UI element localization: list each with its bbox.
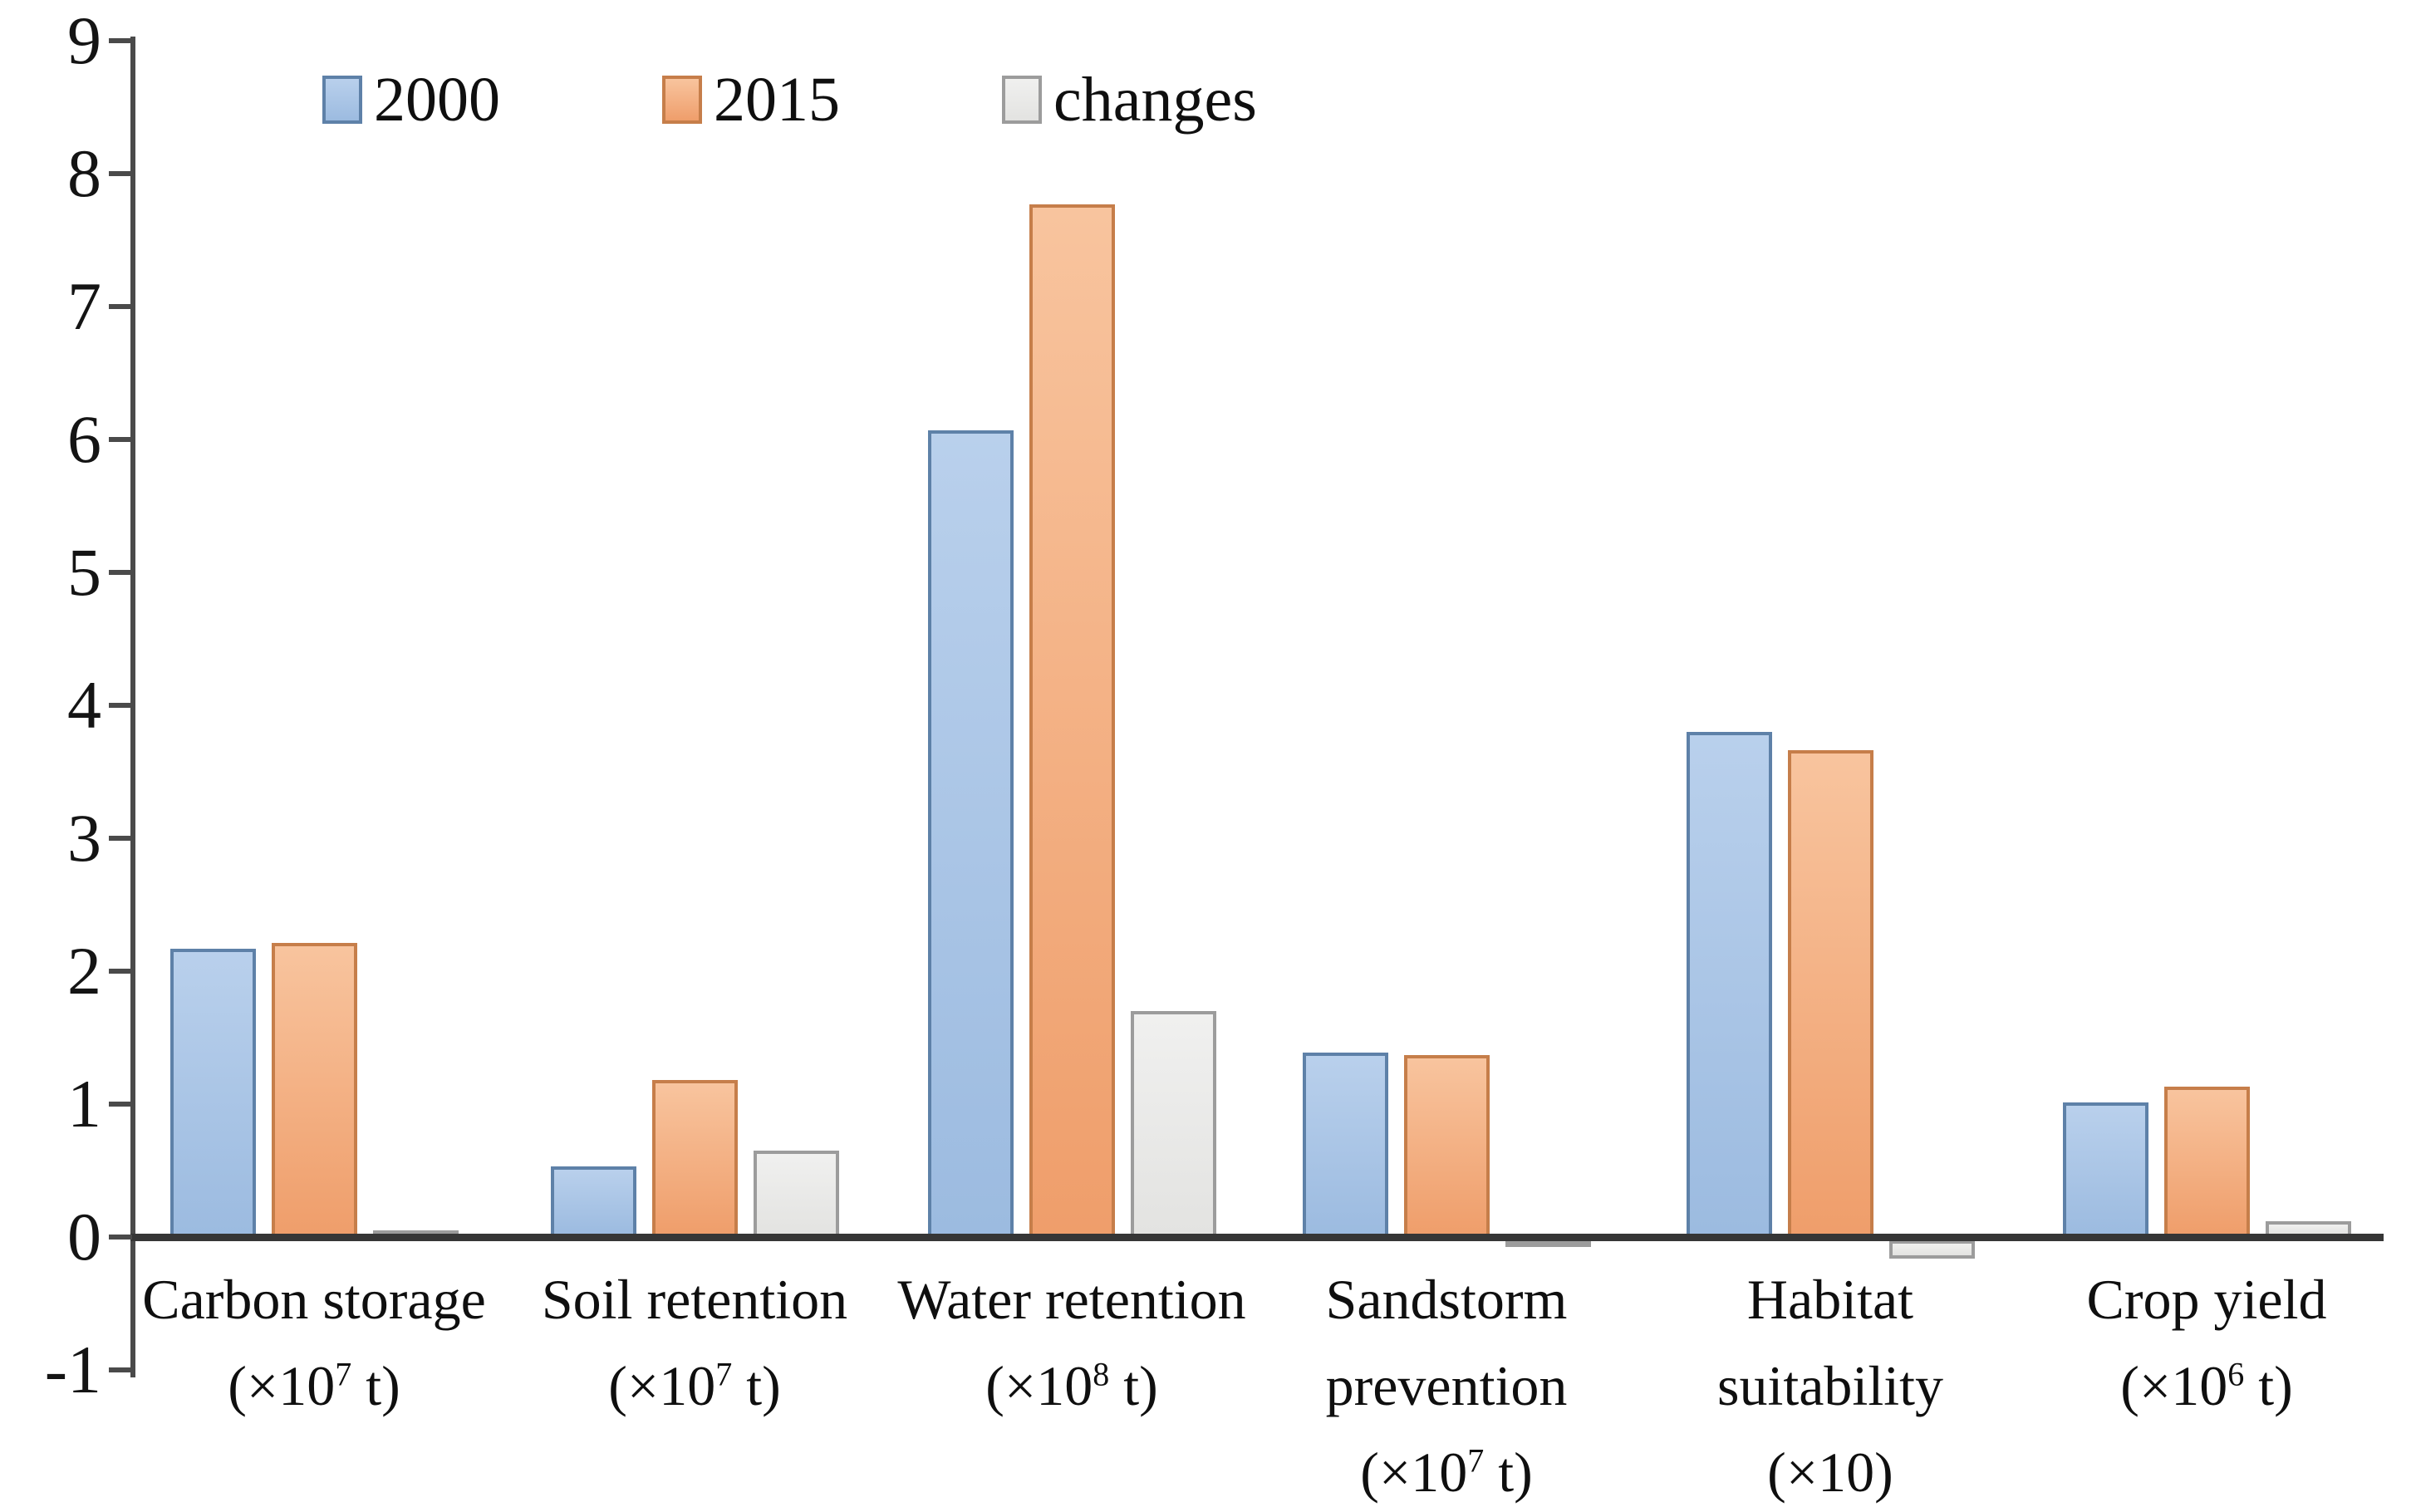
y-tick-label-9: 9 (67, 2, 101, 78)
y-tick-label-0: 0 (67, 1199, 101, 1274)
legend-swatch-2000 (322, 76, 362, 124)
bar-2000-category-0 (170, 948, 256, 1237)
y-tick--1 (109, 1367, 132, 1372)
y-tick-label-7: 7 (67, 268, 101, 344)
category-label-5: Crop yield (×106 t) (2086, 1268, 2327, 1417)
y-tick-7 (109, 304, 132, 309)
bar-changes-category-1 (754, 1151, 839, 1237)
bar-changes-category-4 (1889, 1240, 1975, 1259)
bar-2015-category-4 (1788, 750, 1873, 1237)
y-axis-line (130, 37, 135, 1377)
bar-2015-category-5 (2164, 1087, 2250, 1237)
bar-2000-category-4 (1687, 732, 1772, 1237)
y-tick-6 (109, 437, 132, 442)
y-tick-0 (109, 1235, 132, 1240)
x-axis-line (130, 1234, 2384, 1241)
legend-label-2015: 2015 (714, 65, 840, 135)
category-label-4: Habitat suitability (×10) (1717, 1268, 1943, 1504)
y-tick-label-3: 3 (67, 800, 101, 876)
y-tick-1 (109, 1102, 132, 1107)
bar-changes-category-2 (1131, 1011, 1216, 1237)
chart-legend: 2000 2015 changes (322, 68, 1257, 131)
category-label-1: Soil retention (×107 t) (541, 1268, 848, 1417)
y-tick-2 (109, 969, 132, 974)
y-tick-label-2: 2 (67, 933, 101, 1009)
y-tick-4 (109, 703, 132, 708)
legend-item-2015: 2015 (662, 68, 840, 131)
legend-swatch-changes (1002, 76, 1042, 124)
bar-2000-category-5 (2063, 1102, 2148, 1237)
y-tick-label-8: 8 (67, 135, 101, 211)
y-tick-label-5: 5 (67, 534, 101, 610)
y-tick-5 (109, 570, 132, 575)
bar-2000-category-2 (928, 430, 1014, 1237)
bar-2015-category-1 (652, 1080, 738, 1237)
y-tick-8 (109, 171, 132, 176)
y-tick-label--1: -1 (44, 1332, 101, 1407)
category-label-2: Water retention (×108 t) (897, 1268, 1246, 1417)
legend-swatch-2015 (662, 76, 702, 124)
y-tick-label-1: 1 (67, 1066, 101, 1141)
bar-2015-category-2 (1029, 204, 1115, 1237)
legend-label-2000: 2000 (374, 65, 500, 135)
y-tick-3 (109, 836, 132, 841)
bar-2000-category-1 (551, 1166, 636, 1237)
y-tick-label-4: 4 (67, 667, 101, 743)
bar-2015-category-3 (1404, 1054, 1490, 1237)
bar-2000-category-3 (1303, 1052, 1388, 1237)
category-label-0: Carbon storage (×107 t) (142, 1268, 486, 1417)
legend-item-changes: changes (1002, 68, 1257, 131)
bar-changes-category-3 (1505, 1240, 1591, 1247)
bar-2015-category-0 (272, 943, 357, 1237)
legend-label-changes: changes (1053, 65, 1257, 135)
category-label-3: Sandstorm prevention (×107 t) (1325, 1268, 1568, 1504)
y-tick-label-6: 6 (67, 401, 101, 477)
y-tick-9 (109, 38, 132, 43)
legend-item-2000: 2000 (322, 68, 500, 131)
